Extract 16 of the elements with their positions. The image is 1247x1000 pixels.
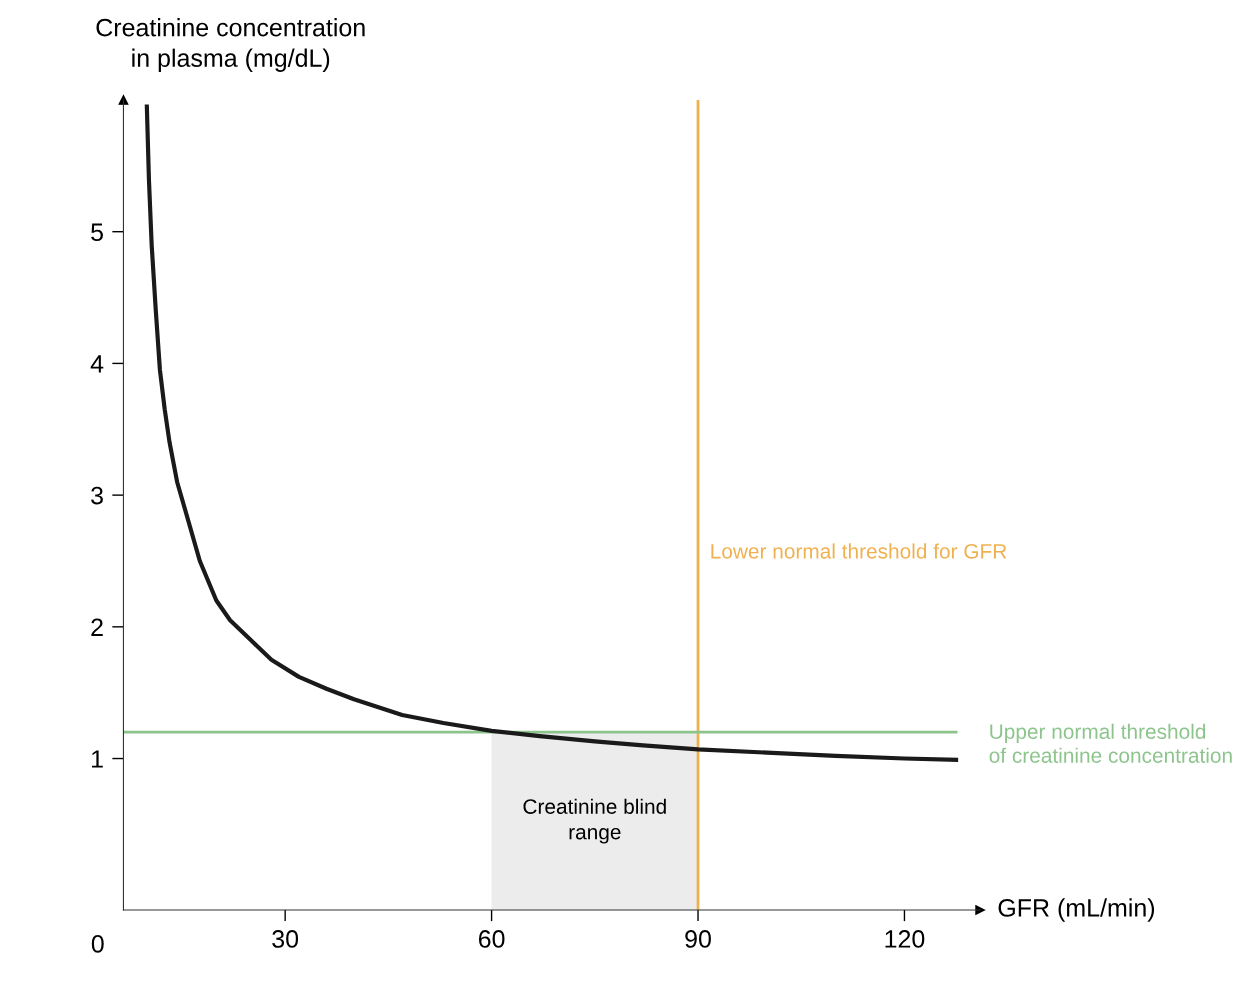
- ref-line-label: Lower normal threshold for GFR: [711, 543, 1007, 559]
- x-axis-title: GFR (mL/min): [998, 898, 1155, 922]
- line-series: [144, 104, 959, 762]
- y-tick-label: 3: [91, 486, 103, 505]
- y-tick-label: 4: [90, 355, 104, 373]
- y-tick-label: 5: [91, 223, 103, 242]
- text: 0: [91, 934, 104, 953]
- ref-line-label: Upper normal threshold of creatinine concentration: [989, 723, 1232, 763]
- y-tick-label: 1: [92, 750, 103, 768]
- band-label: Creatinine blind range: [523, 798, 666, 844]
- x-tick-label: 90: [685, 930, 711, 948]
- y-tick-label: 2: [91, 618, 103, 636]
- x-tick-label: 30: [272, 930, 299, 948]
- y-axis-title: Creatinine concentration in plasma (mg/dL): [96, 18, 365, 72]
- x-tick-label: 120: [885, 930, 925, 948]
- x-tick-label: 60: [478, 930, 505, 948]
